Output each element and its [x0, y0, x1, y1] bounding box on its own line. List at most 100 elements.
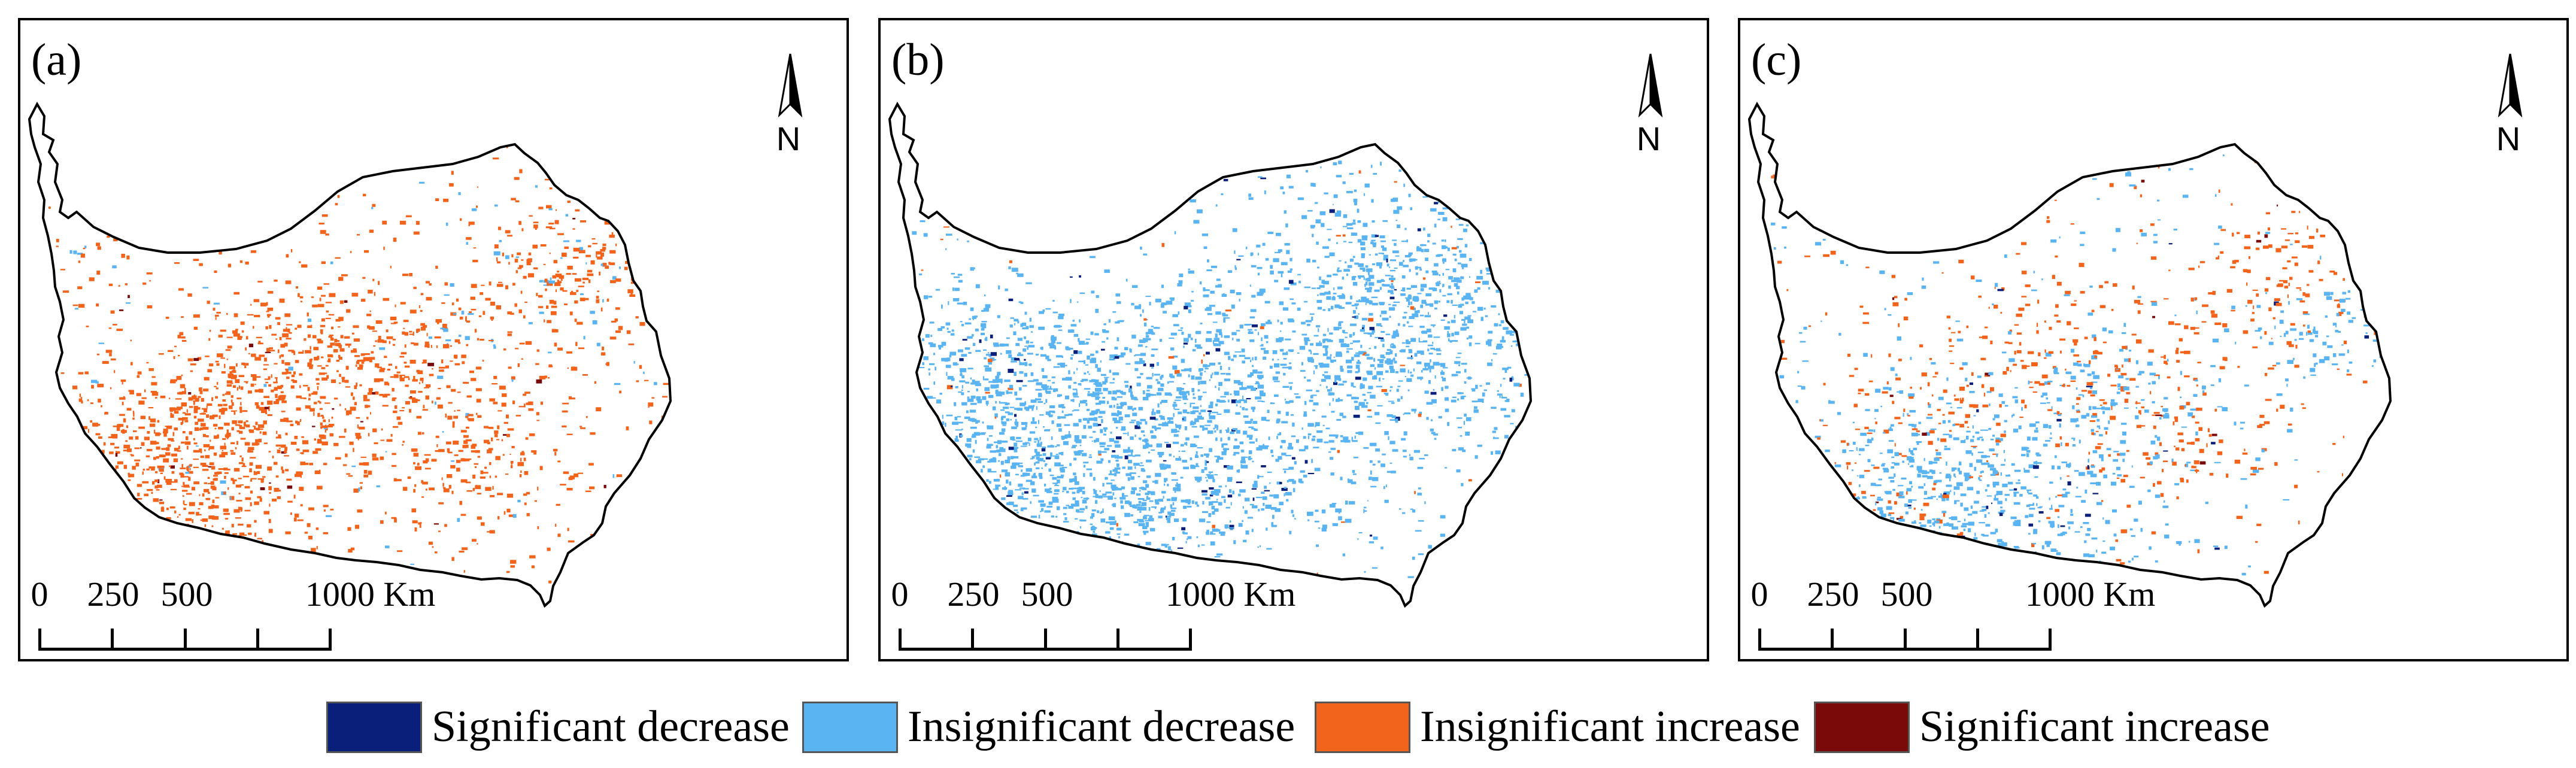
- trend-pixel: [483, 439, 490, 444]
- trend-pixel: [2014, 324, 2019, 326]
- trend-pixel: [199, 427, 204, 430]
- trend-pixel: [1053, 366, 1060, 368]
- trend-pixel: [1073, 409, 1079, 411]
- trend-pixel: [1474, 406, 1477, 409]
- trend-pixel: [1133, 463, 1140, 466]
- trend-pixel: [606, 362, 609, 366]
- trend-pixel: [1355, 432, 1361, 434]
- trend-pixel: [1254, 356, 1257, 360]
- trend-pixel: [1955, 320, 1960, 322]
- trend-pixel: [1172, 365, 1178, 370]
- trend-pixel: [1271, 524, 1277, 527]
- trend-pixel: [1164, 545, 1168, 548]
- trend-pixel: [260, 487, 265, 490]
- trend-pixel: [1290, 282, 1297, 286]
- trend-pixel: [488, 448, 493, 451]
- trend-pixel: [144, 389, 146, 393]
- trend-pixel: [402, 444, 404, 446]
- trend-pixel: [193, 466, 199, 468]
- trend-pixel: [1455, 218, 1460, 220]
- trend-pixel: [1285, 411, 1289, 416]
- trend-pixel: [1301, 321, 1306, 324]
- trend-pixel: [1040, 503, 1046, 507]
- trend-pixel: [1152, 373, 1154, 377]
- trend-pixel: [1895, 374, 1898, 377]
- trend-pixel: [1188, 374, 1190, 378]
- trend-pixel: [1333, 162, 1337, 166]
- trend-pixel: [147, 305, 153, 309]
- trend-pixel: [371, 207, 374, 210]
- trend-pixel: [1328, 238, 1331, 241]
- trend-pixel: [1280, 330, 1282, 332]
- trend-pixel: [1406, 345, 1410, 348]
- trend-pixel: [1046, 506, 1052, 508]
- trend-pixel: [1404, 255, 1411, 258]
- trend-pixel: [1148, 330, 1154, 335]
- trend-pixel: [1352, 222, 1356, 225]
- trend-pixel: [1106, 337, 1109, 340]
- trend-pixel: [1176, 482, 1178, 485]
- trend-pixel: [1369, 312, 1373, 316]
- trend-pixel: [507, 331, 512, 333]
- trend-pixel: [135, 436, 139, 440]
- trend-pixel: [548, 280, 555, 284]
- trend-pixel: [1504, 415, 1510, 418]
- trend-pixel: [193, 415, 197, 419]
- trend-pixel: [571, 397, 575, 400]
- trend-pixel: [1000, 448, 1006, 453]
- trend-pixel: [1366, 402, 1369, 405]
- trend-pixel: [604, 221, 610, 225]
- trend-pixel: [1139, 438, 1141, 441]
- trend-pixel: [1021, 507, 1027, 510]
- trend-pixel: [1205, 497, 1210, 500]
- trend-pixel: [1267, 232, 1274, 234]
- trend-pixel: [222, 394, 225, 396]
- trend-pixel: [1210, 401, 1213, 405]
- trend-pixel: [230, 452, 236, 455]
- trend-pixel: [1255, 496, 1263, 499]
- trend-pixel: [496, 284, 503, 287]
- trend-pixel: [1008, 298, 1014, 302]
- trend-pixel: [1079, 292, 1085, 295]
- trend-pixel: [1346, 394, 1352, 397]
- trend-pixel: [411, 342, 414, 344]
- trend-pixel: [1169, 297, 1175, 300]
- trend-pixel: [1400, 293, 1406, 296]
- trend-pixel: [1419, 458, 1425, 460]
- trend-pixel: [1190, 338, 1193, 341]
- trend-pixel: [942, 421, 945, 426]
- trend-pixel: [1466, 338, 1468, 340]
- trend-pixel: [1183, 506, 1187, 509]
- trend-pixel: [126, 448, 132, 453]
- trend-pixel: [1208, 412, 1210, 417]
- trend-pixel: [219, 454, 226, 458]
- trend-pixel: [1108, 460, 1111, 463]
- trend-pixel: [1024, 472, 1030, 476]
- trend-pixel: [1072, 410, 1074, 412]
- trend-pixel: [1355, 397, 1359, 399]
- trend-pixel: [1321, 527, 1327, 532]
- trend-pixel: [229, 366, 235, 369]
- trend-pixel: [335, 257, 341, 259]
- trend-pixel: [572, 228, 575, 230]
- trend-pixel: [312, 335, 317, 339]
- trend-pixel: [304, 397, 307, 399]
- trend-pixel: [1261, 491, 1265, 494]
- trend-pixel: [1319, 276, 1321, 281]
- trend-pixel: [466, 242, 469, 245]
- trend-pixel: [442, 487, 446, 489]
- trend-pixel: [596, 253, 597, 258]
- trend-pixel: [1482, 281, 1489, 285]
- trend-pixel: [1176, 430, 1180, 432]
- trend-pixel: [1261, 344, 1264, 346]
- trend-pixel: [153, 457, 156, 460]
- trend-pixel: [1376, 262, 1383, 266]
- trend-pixel: [320, 230, 326, 234]
- trend-pixel: [959, 358, 964, 362]
- trend-pixel: [1284, 210, 1287, 214]
- trend-pixel: [1160, 507, 1166, 510]
- trend-pixel: [1184, 442, 1186, 445]
- trend-pixel: [177, 516, 179, 518]
- trend-pixel: [1289, 298, 1294, 300]
- trend-pixel: [1510, 423, 1514, 424]
